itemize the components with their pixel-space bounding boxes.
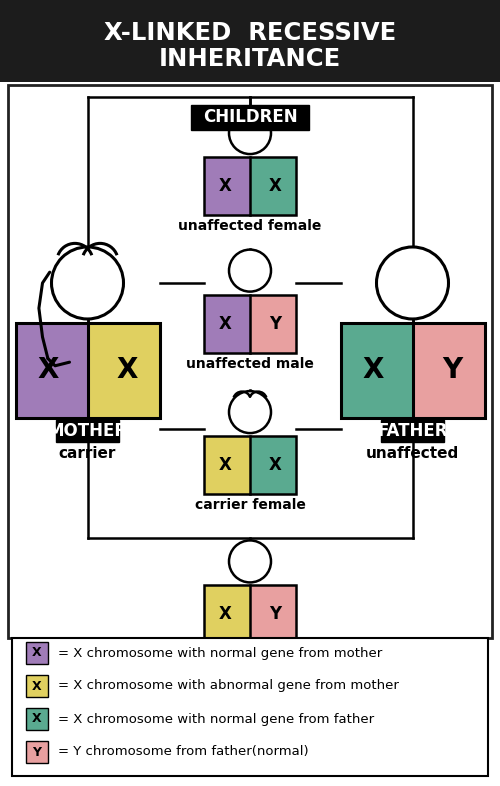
Bar bbox=[250, 436, 296, 494]
Bar bbox=[12, 638, 488, 776]
Text: Y: Y bbox=[442, 357, 462, 384]
Text: carrier female: carrier female bbox=[194, 498, 306, 512]
Text: X: X bbox=[362, 357, 384, 384]
Text: carrier: carrier bbox=[59, 446, 116, 461]
Text: X: X bbox=[32, 680, 42, 692]
Circle shape bbox=[52, 247, 124, 319]
Bar bbox=[16, 323, 88, 418]
Bar bbox=[204, 586, 296, 644]
Text: X: X bbox=[218, 314, 231, 332]
Text: Y: Y bbox=[269, 314, 281, 332]
Bar bbox=[340, 323, 412, 418]
Text: X-LINKED  RECESSIVE: X-LINKED RECESSIVE bbox=[104, 21, 396, 45]
Text: = X chromosome with abnormal gene from mother: = X chromosome with abnormal gene from m… bbox=[58, 680, 399, 692]
Circle shape bbox=[376, 247, 448, 319]
Text: X: X bbox=[269, 456, 281, 474]
Bar bbox=[250, 295, 296, 353]
Bar bbox=[204, 295, 296, 353]
Bar bbox=[250, 586, 296, 644]
Text: unaffected female: unaffected female bbox=[178, 219, 322, 233]
Text: Y: Y bbox=[269, 605, 281, 623]
Text: X: X bbox=[218, 456, 231, 474]
Circle shape bbox=[229, 391, 271, 433]
Bar bbox=[340, 323, 484, 418]
Bar bbox=[56, 420, 119, 442]
Text: Y: Y bbox=[32, 745, 42, 758]
Bar bbox=[88, 323, 160, 418]
Text: affected male: affected male bbox=[196, 648, 304, 662]
Bar bbox=[204, 436, 296, 494]
Bar bbox=[412, 323, 484, 418]
Bar bbox=[26, 708, 48, 730]
Bar bbox=[191, 105, 309, 130]
Bar bbox=[204, 157, 296, 215]
Text: = X chromosome with normal gene from mother: = X chromosome with normal gene from mot… bbox=[58, 647, 382, 659]
Text: X: X bbox=[218, 177, 231, 195]
Bar bbox=[204, 157, 250, 215]
Text: X: X bbox=[218, 605, 231, 623]
Bar bbox=[204, 295, 250, 353]
Bar bbox=[26, 741, 48, 763]
Text: FATHER: FATHER bbox=[378, 422, 448, 440]
Text: MOTHER: MOTHER bbox=[48, 422, 128, 440]
Bar bbox=[8, 85, 492, 638]
Text: X: X bbox=[32, 647, 42, 659]
Text: INHERITANCE: INHERITANCE bbox=[159, 47, 341, 71]
Bar bbox=[16, 323, 160, 418]
Text: unaffected male: unaffected male bbox=[186, 357, 314, 371]
Bar bbox=[0, 0, 500, 82]
Text: X: X bbox=[32, 712, 42, 725]
Circle shape bbox=[229, 250, 271, 292]
Bar bbox=[204, 586, 250, 644]
Text: unaffected: unaffected bbox=[366, 446, 459, 461]
Bar bbox=[381, 420, 444, 442]
Text: = Y chromosome from father(normal): = Y chromosome from father(normal) bbox=[58, 745, 308, 758]
Text: X: X bbox=[269, 177, 281, 195]
Text: X: X bbox=[116, 357, 138, 384]
Text: = X chromosome with normal gene from father: = X chromosome with normal gene from fat… bbox=[58, 712, 374, 725]
Text: CHILDREN: CHILDREN bbox=[202, 108, 298, 126]
Circle shape bbox=[229, 112, 271, 154]
Bar bbox=[204, 436, 250, 494]
Bar bbox=[26, 642, 48, 664]
Text: X: X bbox=[37, 357, 58, 384]
Bar bbox=[26, 675, 48, 697]
Circle shape bbox=[229, 541, 271, 582]
Bar bbox=[250, 157, 296, 215]
